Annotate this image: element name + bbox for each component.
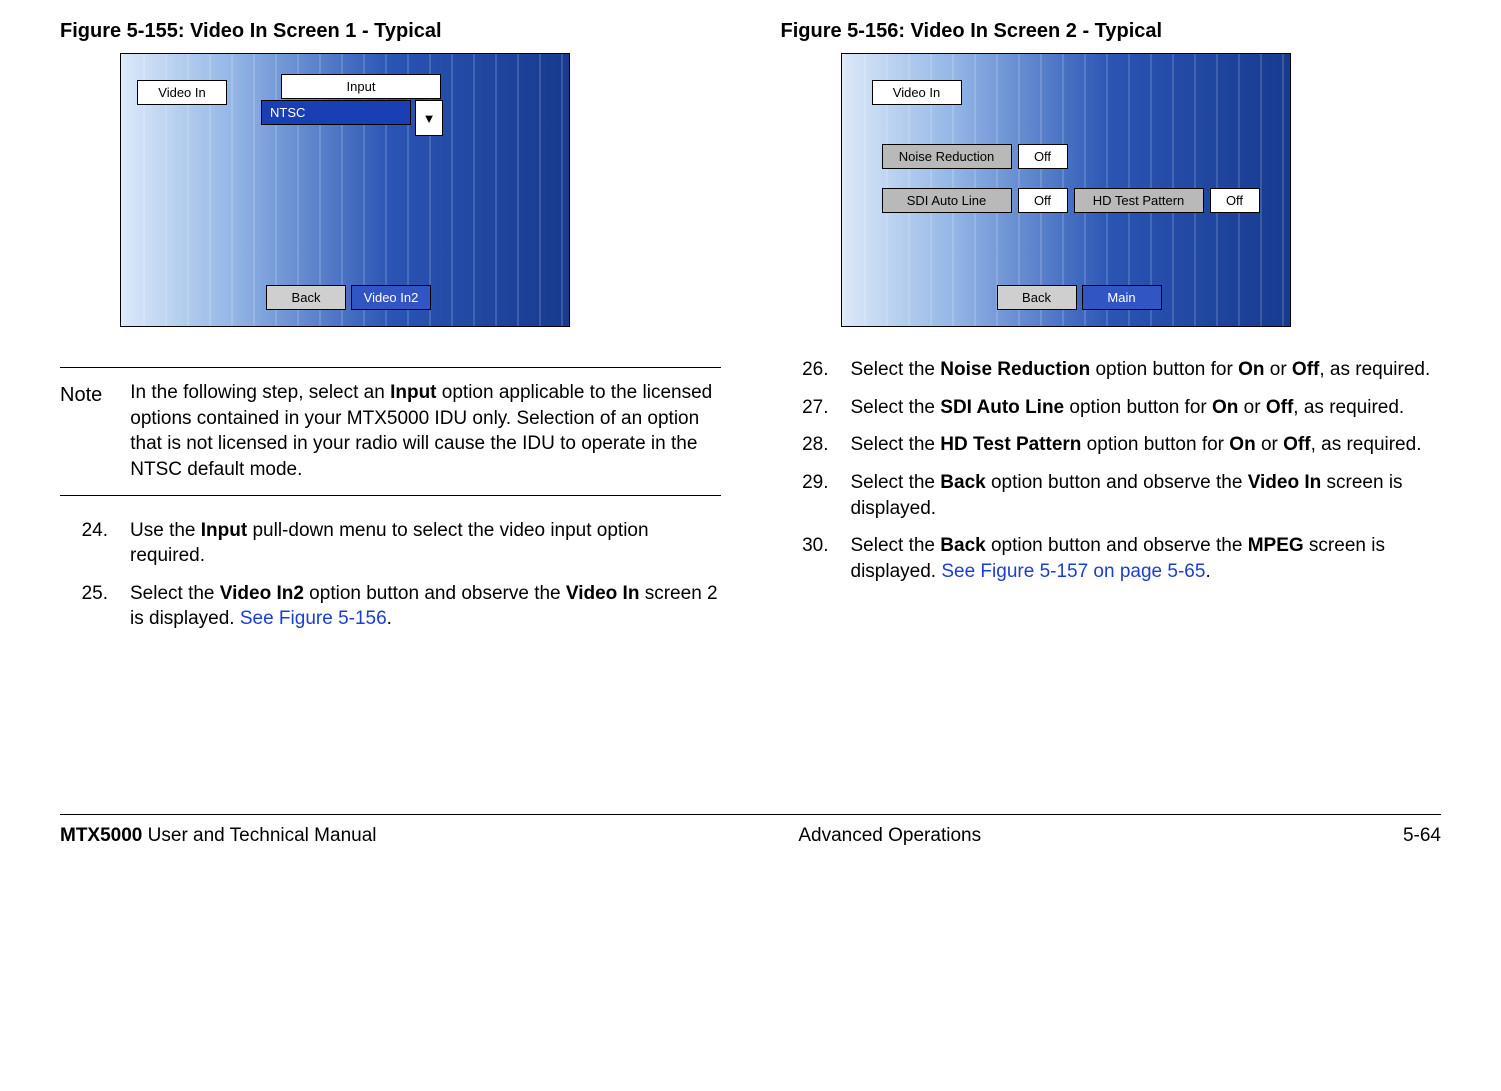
video-in2-button[interactable]: Video In2 [351,285,431,310]
step-29: 29. Select the Back option button and ob… [789,470,1442,521]
note-label: Note [60,380,102,483]
back-button[interactable]: Back [997,285,1077,310]
step-text: Select the Back option button and observ… [851,533,1442,584]
hd-test-pattern-value[interactable]: Off [1210,188,1260,213]
sdi-auto-line-label: SDI Auto Line [882,188,1012,213]
steps-right: 26. Select the Noise Reduction option bu… [781,357,1442,584]
step-24: 24. Use the Input pull-down menu to sele… [68,518,721,569]
step-num: 29. [789,470,829,521]
video-in-screen-2: Video In Noise Reduction Off SDI Auto Li… [841,53,1291,327]
noise-reduction-value[interactable]: Off [1018,144,1068,169]
sdi-auto-line-value[interactable]: Off [1018,188,1068,213]
step-text: Select the Noise Reduction option button… [851,357,1431,383]
step-num: 24. [68,518,108,569]
note-text: In the following step, select an Input o… [130,380,720,483]
step-text: Select the HD Test Pattern option button… [851,432,1422,458]
input-label: Input [281,74,441,99]
step-28: 28. Select the HD Test Pattern option bu… [789,432,1442,458]
video-in-label: Video In [137,80,227,105]
step-25: 25. Select the Video In2 option button a… [68,581,721,632]
left-column: Figure 5-155: Video In Screen 1 - Typica… [60,20,721,644]
video-in-label: Video In [872,80,962,105]
step-num: 25. [68,581,108,632]
note-block: Note In the following step, select an In… [60,367,721,496]
figure-title-left: Figure 5-155: Video In Screen 1 - Typica… [60,20,721,43]
footer: MTX5000 User and Technical Manual Advanc… [60,814,1441,847]
hd-test-pattern-label: HD Test Pattern [1074,188,1204,213]
video-in-screen-1: Video In Input NTSC ▼ Back Video In2 [120,53,570,327]
main-button[interactable]: Main [1082,285,1162,310]
step-num: 27. [789,395,829,421]
step-num: 30. [789,533,829,584]
noise-reduction-label: Noise Reduction [882,144,1012,169]
chevron-down-icon[interactable]: ▼ [415,100,443,136]
back-button[interactable]: Back [266,285,346,310]
step-27: 27. Select the SDI Auto Line option butt… [789,395,1442,421]
step-26: 26. Select the Noise Reduction option bu… [789,357,1442,383]
footer-center: Advanced Operations [798,825,981,847]
steps-left: 24. Use the Input pull-down menu to sele… [60,518,721,633]
footer-right: 5-64 [1403,825,1441,847]
step-text: Select the SDI Auto Line option button f… [851,395,1405,421]
step-text: Select the Video In2 option button and o… [130,581,721,632]
input-value[interactable]: NTSC [261,100,411,125]
step-30: 30. Select the Back option button and ob… [789,533,1442,584]
step-num: 26. [789,357,829,383]
right-column: Figure 5-156: Video In Screen 2 - Typica… [781,20,1442,644]
step-num: 28. [789,432,829,458]
footer-left: MTX5000 User and Technical Manual [60,825,377,847]
step-text: Use the Input pull-down menu to select t… [130,518,721,569]
figure-title-right: Figure 5-156: Video In Screen 2 - Typica… [781,20,1442,43]
step-text: Select the Back option button and observ… [851,470,1442,521]
